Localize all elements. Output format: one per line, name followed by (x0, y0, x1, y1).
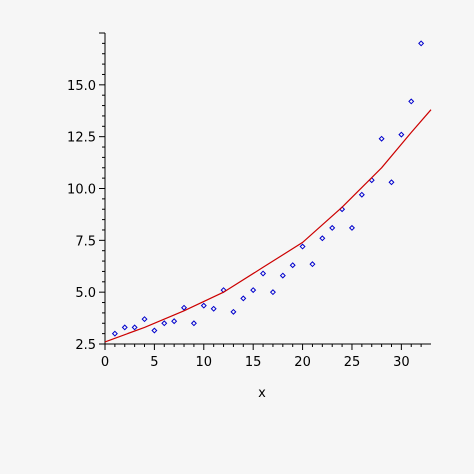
axes: 0 5 10 15 20 25 30 2.5 5.0 7.5 10.0 12.5 15.0 (67, 32, 431, 370)
data-point (151, 327, 158, 334)
data-point (240, 295, 247, 302)
y-tick-label: 12.5 (67, 131, 96, 146)
y-tick-label: 15.0 (67, 79, 96, 94)
data-point (378, 135, 385, 142)
x-tick-label: 15 (245, 355, 262, 370)
data-point (279, 272, 286, 279)
data-point (260, 270, 267, 277)
data-point (131, 324, 138, 331)
x-tick-label: 30 (393, 355, 410, 370)
y-tick-label: 2.5 (75, 338, 96, 353)
data-point (161, 320, 168, 327)
x-tick-label: 5 (150, 355, 158, 370)
x-tick-label: 10 (196, 355, 213, 370)
y-tick-label: 5.0 (75, 286, 96, 301)
fit-curve (104, 109, 432, 343)
data-point (388, 179, 395, 186)
data-point (141, 316, 148, 323)
data-point (398, 131, 405, 138)
y-tick-label: 10.0 (67, 183, 96, 198)
data-point (319, 235, 326, 242)
y-tick-label: 7.5 (75, 234, 96, 249)
x-tick-label: 25 (344, 355, 361, 370)
x-axis-label: x (258, 386, 266, 401)
data-point (418, 40, 425, 47)
data-point (408, 98, 415, 105)
data-point (171, 318, 178, 325)
data-point (269, 289, 276, 296)
data-point (289, 262, 296, 269)
data-point (121, 324, 128, 331)
data-point (210, 305, 217, 312)
series-layer (104, 40, 432, 343)
data-point (329, 224, 336, 231)
data-point (358, 191, 365, 198)
data-point (348, 224, 355, 231)
data-point (250, 287, 257, 294)
data-point (111, 330, 118, 337)
x-tick-label: 20 (294, 355, 311, 370)
data-point (299, 243, 306, 250)
x-tick-label: 0 (101, 355, 109, 370)
data-point (309, 261, 316, 268)
data-point (200, 302, 207, 309)
data-point (230, 308, 237, 315)
data-point (181, 304, 188, 311)
data-point (190, 320, 197, 327)
